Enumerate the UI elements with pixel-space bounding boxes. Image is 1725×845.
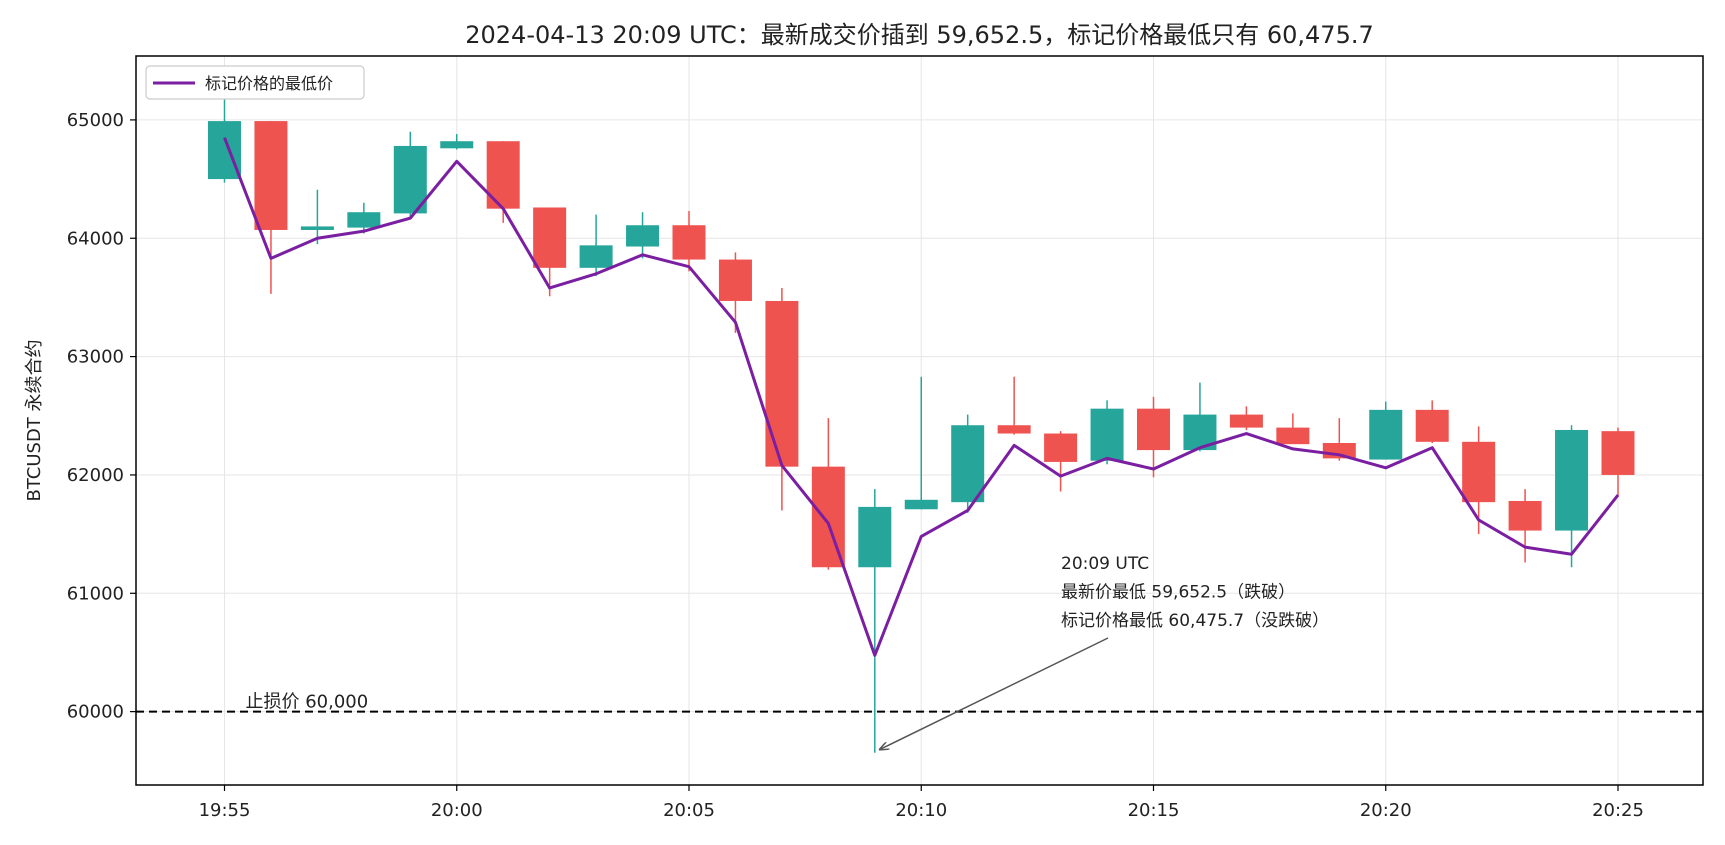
candle-body bbox=[254, 121, 288, 230]
candle-body bbox=[300, 226, 334, 230]
plot-frame bbox=[135, 55, 1704, 786]
candle-body bbox=[579, 245, 613, 268]
candle-body bbox=[718, 259, 752, 301]
x-tick-label: 20:00 bbox=[431, 800, 483, 821]
candle-body bbox=[1044, 433, 1078, 462]
annotation-text: 最新价最低 59,652.5（跌破） bbox=[1061, 583, 1295, 603]
candle-body bbox=[1508, 500, 1542, 531]
candle-body bbox=[1369, 409, 1403, 460]
candle-body bbox=[440, 141, 474, 149]
candle-body bbox=[858, 506, 892, 568]
annotation-arrow bbox=[880, 637, 1109, 749]
candle-body bbox=[393, 145, 427, 214]
candle-body bbox=[951, 425, 985, 503]
candle-body bbox=[1276, 427, 1310, 445]
candle-body bbox=[997, 425, 1031, 434]
candle-body bbox=[1462, 441, 1496, 503]
x-tick-label: 20:05 bbox=[663, 800, 715, 821]
stop-loss-label: 止损价 60,000 bbox=[246, 692, 369, 713]
x-tick-label: 19:55 bbox=[199, 800, 251, 821]
candle-body bbox=[1555, 429, 1589, 531]
annotation-text: 20:09 UTC bbox=[1061, 554, 1149, 574]
legend-label: 标记价格的最低价 bbox=[205, 74, 333, 93]
y-tick-label: 64000 bbox=[67, 228, 124, 249]
candle-body bbox=[1415, 409, 1449, 442]
y-axis-label: BTCUSDT 永续合约 bbox=[24, 339, 45, 501]
x-tick-label: 20:15 bbox=[1128, 800, 1180, 821]
y-tick-label: 65000 bbox=[67, 110, 124, 131]
y-tick-label: 60000 bbox=[67, 702, 124, 723]
x-tick-label: 20:25 bbox=[1592, 800, 1644, 821]
x-tick-label: 20:20 bbox=[1360, 800, 1412, 821]
y-tick-label: 62000 bbox=[67, 465, 124, 486]
candle-body bbox=[626, 225, 660, 247]
mark-price-line bbox=[223, 137, 1620, 657]
candle-body bbox=[1601, 431, 1635, 475]
y-tick-label: 63000 bbox=[67, 347, 124, 368]
candle-body bbox=[1137, 408, 1170, 451]
candle-body bbox=[533, 207, 567, 268]
legend-box bbox=[145, 65, 365, 100]
candle-body bbox=[904, 499, 938, 510]
y-tick-label: 61000 bbox=[67, 583, 124, 604]
chart-title: 2024-04-13 20:09 UTC：最新成交价插到 59,652.5，标记… bbox=[465, 21, 1373, 49]
candle-body bbox=[765, 300, 799, 467]
x-tick-label: 20:10 bbox=[895, 800, 947, 821]
candle-body bbox=[672, 225, 706, 260]
candle-body bbox=[347, 212, 381, 228]
candle-body bbox=[1229, 414, 1263, 428]
candle-body bbox=[1090, 408, 1124, 461]
annotation-text: 标记价格最低 60,475.7（没跌破） bbox=[1061, 611, 1329, 631]
